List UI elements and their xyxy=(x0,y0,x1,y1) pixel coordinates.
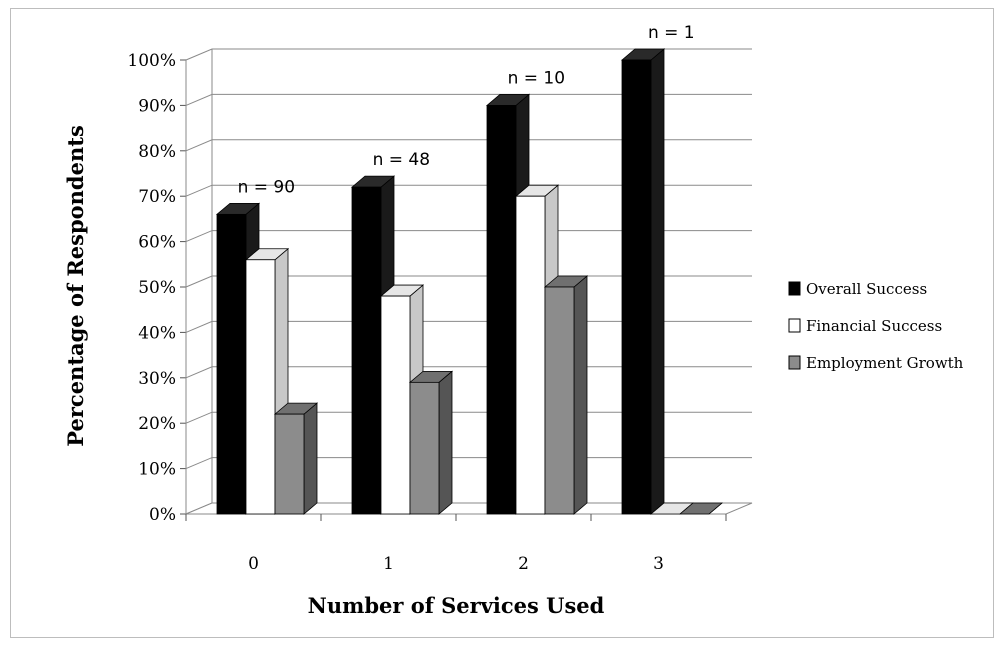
gridlines xyxy=(180,48,752,515)
y-tick-label: 0% xyxy=(149,505,176,525)
bar-front xyxy=(486,105,517,515)
bar xyxy=(620,48,666,515)
gridline xyxy=(185,93,752,106)
chart-frame: 0% 10% 20% 30% 40% 50% 60% 70% 80% 90% 100% 0 1 2 3 n… xyxy=(10,8,994,638)
y-tick-label: 100% xyxy=(127,51,176,71)
legend-label: Overall Success xyxy=(806,280,927,298)
y-tick-label: 70% xyxy=(138,187,176,207)
bar-side xyxy=(573,275,588,515)
gridline xyxy=(185,139,752,152)
bar-side xyxy=(650,48,665,515)
y-tick-label: 90% xyxy=(138,96,176,116)
y-axis-label: Percentage of Respondents xyxy=(63,125,88,447)
sample-size-label: n = 10 xyxy=(508,68,565,88)
bar-front xyxy=(515,195,546,515)
bar-front xyxy=(621,59,652,515)
x-tick-label: 3 xyxy=(653,554,664,574)
sample-size-label: n = 90 xyxy=(238,177,295,197)
legend-swatch xyxy=(788,355,801,370)
sample-size-label: n = 1 xyxy=(648,23,695,43)
x-tick-label: 0 xyxy=(248,554,259,574)
bar-front xyxy=(216,213,247,515)
y-tick-label: 40% xyxy=(138,323,176,343)
annotations: n = 90 n = 48 n = 10 n = 1 xyxy=(238,23,695,197)
bar-front xyxy=(409,381,440,515)
bar-side xyxy=(438,370,453,515)
legend-swatch xyxy=(788,281,801,296)
x-tick-label: 1 xyxy=(383,554,394,574)
x-tick-labels: 0 1 2 3 xyxy=(248,554,664,574)
bar-front xyxy=(274,413,305,515)
bar xyxy=(408,370,454,515)
bar-front xyxy=(245,259,276,515)
bar-front xyxy=(351,186,382,515)
y-tick-label: 20% xyxy=(138,414,176,434)
gridline xyxy=(185,230,752,243)
bar xyxy=(543,275,589,515)
bars xyxy=(215,48,724,515)
y-tick-label: 80% xyxy=(138,142,176,162)
bar-top xyxy=(678,502,724,515)
legend-label: Financial Success xyxy=(806,317,942,335)
y-tick-labels: 0% 10% 20% 30% 40% 50% 60% 70% 80% 90% 100% xyxy=(127,51,176,525)
y-tick-label: 60% xyxy=(138,233,176,253)
legend: Overall Success Financial Success Employme… xyxy=(788,280,964,372)
x-tick-label: 2 xyxy=(518,554,529,574)
bar xyxy=(273,402,319,515)
sample-size-label: n = 48 xyxy=(373,150,430,170)
legend-swatch xyxy=(788,318,801,333)
gridline xyxy=(185,48,752,61)
bar xyxy=(678,502,724,515)
bar-front xyxy=(544,286,575,515)
y-tick-label: 50% xyxy=(138,278,176,298)
y-tick-label: 30% xyxy=(138,369,176,389)
y-tick-label: 10% xyxy=(138,460,176,480)
legend-label: Employment Growth xyxy=(806,354,964,372)
bar-front xyxy=(380,295,411,515)
x-axis-label: Number of Services Used xyxy=(308,593,605,618)
bar-side xyxy=(303,402,318,515)
bar xyxy=(244,247,290,515)
bar-chart-3d: 0% 10% 20% 30% 40% 50% 60% 70% 80% 90% 100% 0 1 2 3 n… xyxy=(63,23,964,618)
